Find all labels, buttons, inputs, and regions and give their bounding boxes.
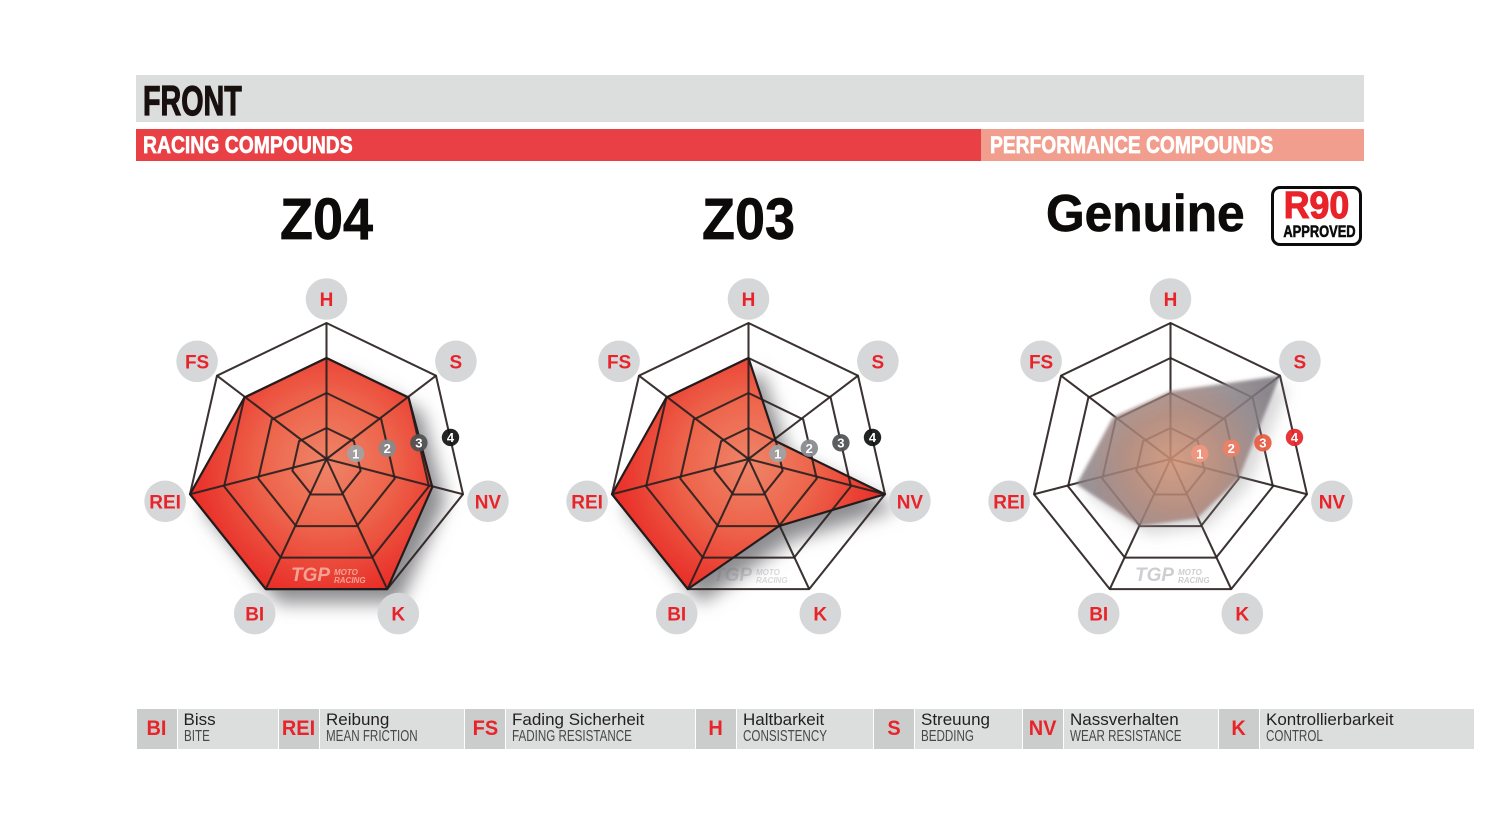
svg-text:TGP: TGP: [713, 565, 752, 586]
svg-text:REI: REI: [571, 492, 603, 513]
svg-text:1: 1: [1196, 446, 1203, 461]
svg-text:2: 2: [1228, 441, 1235, 456]
svg-text:K: K: [391, 605, 405, 626]
svg-text:FS: FS: [1029, 352, 1053, 373]
svg-text:BI: BI: [1089, 605, 1108, 626]
svg-text:3: 3: [837, 436, 844, 451]
svg-text:1: 1: [774, 446, 781, 461]
svg-text:S: S: [450, 352, 463, 373]
svg-text:RACING: RACING: [1178, 576, 1210, 585]
svg-text:4: 4: [869, 430, 877, 445]
svg-text:BI: BI: [667, 605, 686, 626]
svg-text:REI: REI: [993, 492, 1025, 513]
svg-text:H: H: [1164, 290, 1178, 311]
svg-text:2: 2: [806, 441, 813, 456]
svg-text:S: S: [872, 352, 885, 373]
svg-text:BI: BI: [245, 605, 264, 626]
svg-text:MOTO: MOTO: [756, 568, 781, 577]
svg-text:NV: NV: [897, 492, 924, 513]
svg-text:FS: FS: [185, 352, 209, 373]
svg-text:1: 1: [352, 446, 359, 461]
svg-text:2: 2: [384, 441, 391, 456]
svg-text:MOTO: MOTO: [1178, 568, 1203, 577]
svg-text:3: 3: [1259, 436, 1266, 451]
svg-text:K: K: [1235, 605, 1249, 626]
svg-text:4: 4: [447, 430, 455, 445]
svg-text:FS: FS: [607, 352, 631, 373]
svg-text:TGP: TGP: [1135, 565, 1174, 586]
svg-text:S: S: [1294, 352, 1307, 373]
svg-text:H: H: [320, 290, 334, 311]
svg-text:RACING: RACING: [334, 576, 366, 585]
svg-text:TGP: TGP: [291, 565, 330, 586]
svg-text:3: 3: [415, 436, 422, 451]
svg-text:RACING: RACING: [756, 576, 788, 585]
svg-text:NV: NV: [475, 492, 502, 513]
svg-text:K: K: [813, 605, 827, 626]
svg-text:H: H: [742, 290, 756, 311]
svg-text:REI: REI: [149, 492, 181, 513]
svg-text:4: 4: [1291, 430, 1299, 445]
svg-text:MOTO: MOTO: [334, 568, 359, 577]
svg-text:NV: NV: [1319, 492, 1346, 513]
